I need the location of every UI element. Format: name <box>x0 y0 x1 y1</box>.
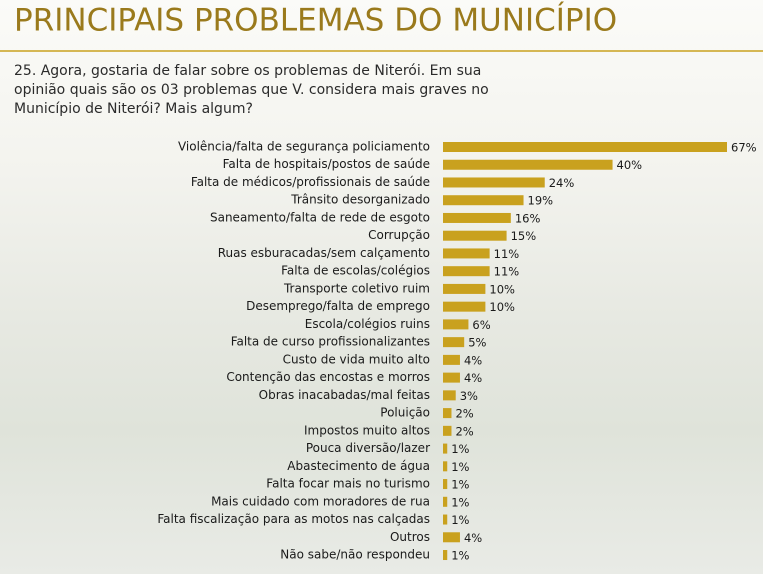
category-label: Impostos muito altos <box>304 423 430 437</box>
bar <box>443 372 460 383</box>
category-label: Transporte coletivo ruim <box>283 281 430 295</box>
category-label: Falta de hospitais/postos de saúde <box>223 157 430 171</box>
category-label: Obras inacabadas/mal feitas <box>259 388 430 402</box>
value-label: 11% <box>494 265 520 279</box>
value-label: 1% <box>451 495 469 509</box>
value-label: 40% <box>617 158 643 172</box>
category-label: Poluição <box>380 406 430 420</box>
bar <box>443 514 448 525</box>
value-label: 1% <box>451 513 469 527</box>
value-label: 6% <box>472 318 490 332</box>
bar <box>443 159 613 170</box>
bar <box>443 319 469 330</box>
category-label: Custo de vida muito alto <box>283 352 430 366</box>
value-label: 19% <box>528 194 554 208</box>
bar <box>443 283 486 294</box>
value-label: 10% <box>489 300 515 314</box>
value-label: 4% <box>464 371 482 385</box>
category-label: Trânsito desorganizado <box>290 193 430 207</box>
bar <box>443 142 727 152</box>
bar <box>443 532 460 543</box>
bar <box>443 443 448 454</box>
chart-title: PRINCIPAIS PROBLEMAS DO MUNICÍPIO <box>14 3 617 39</box>
value-label: 24% <box>549 176 575 190</box>
bar <box>443 266 490 277</box>
value-label: 1% <box>451 460 469 474</box>
bar <box>443 408 452 419</box>
bar <box>443 230 507 241</box>
category-label: Escola/colégios ruins <box>305 317 430 331</box>
category-label: Violência/falta de segurança policiament… <box>178 140 430 154</box>
chart-subtitle: 25. Agora, gostaria de falar sobre os pr… <box>14 63 489 117</box>
category-label: Mais cuidado com moradores de rua <box>211 494 430 508</box>
category-label: Desemprego/falta de emprego <box>246 299 430 313</box>
bar <box>443 212 511 223</box>
category-label: Falta de curso profissionalizantes <box>231 335 430 349</box>
value-label: 4% <box>464 531 482 545</box>
value-label: 2% <box>455 407 473 421</box>
value-label: 3% <box>460 389 478 403</box>
bar <box>443 425 452 436</box>
bar <box>443 550 448 561</box>
bar <box>443 479 448 490</box>
category-label: Corrupção <box>368 228 430 242</box>
bar <box>443 390 456 401</box>
category-label: Falta de escolas/colégios <box>281 264 430 278</box>
category-label: Contenção das encostas e morros <box>226 370 430 384</box>
value-label: 1% <box>451 549 469 563</box>
value-label: 67% <box>731 141 757 155</box>
value-label: 1% <box>451 442 469 456</box>
value-label: 5% <box>468 336 486 350</box>
value-label: 4% <box>464 353 482 367</box>
bar <box>443 301 486 312</box>
value-label: 2% <box>455 424 473 438</box>
category-label: Ruas esburacadas/sem calçamento <box>218 246 430 260</box>
category-label: Falta de médicos/profissionais de saúde <box>191 175 430 189</box>
bar <box>443 337 465 348</box>
bar <box>443 461 448 472</box>
value-label: 11% <box>494 247 520 261</box>
bar <box>443 496 448 507</box>
bar <box>443 354 460 365</box>
category-label: Abastecimento de água <box>287 459 430 473</box>
category-label: Pouca diversão/lazer <box>306 441 430 455</box>
value-label: 16% <box>515 211 541 225</box>
category-label: Outros <box>390 530 430 544</box>
value-label: 1% <box>451 478 469 492</box>
category-label: Falta focar mais no turismo <box>266 477 430 491</box>
value-label: 10% <box>489 282 515 296</box>
category-label: Não sabe/não respondeu <box>280 548 430 562</box>
bar <box>443 248 490 259</box>
category-label: Falta fiscalização para as motos nas cal… <box>157 512 430 526</box>
value-label: 15% <box>511 229 537 243</box>
bar <box>443 195 524 206</box>
bar <box>443 177 545 188</box>
category-label: Saneamento/falta de rede de esgoto <box>210 210 430 224</box>
